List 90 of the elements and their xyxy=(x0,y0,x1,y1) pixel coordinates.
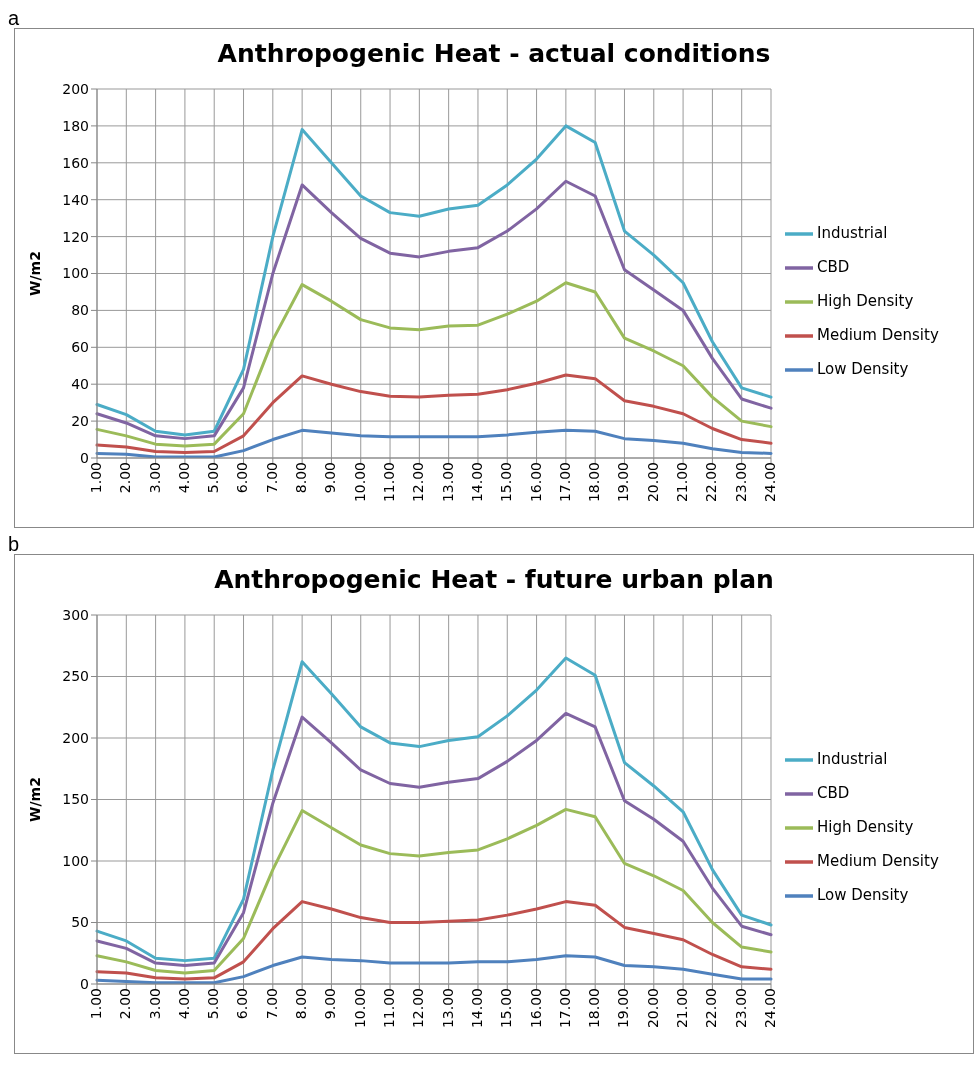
x-tick-label: 8.00 xyxy=(293,988,310,1020)
x-tick-label: 7.00 xyxy=(263,988,280,1020)
line-series xyxy=(95,373,773,454)
x-tick-label: 13.00 xyxy=(439,988,456,1029)
x-tick-label: 13.00 xyxy=(439,462,456,503)
chart-title: Anthropogenic Heat - future urban plan xyxy=(213,564,775,596)
x-tick-label: 14.00 xyxy=(468,988,485,1029)
x-tick-label: 3.00 xyxy=(146,988,163,1020)
y-axis-title: W/m2 xyxy=(26,251,43,296)
x-tick-label: 24.00 xyxy=(761,988,778,1029)
chart-title: Anthropogenic Heat - actual conditions xyxy=(216,38,772,70)
x-tick-label: 15.00 xyxy=(498,462,515,503)
y-tick-label: 0 xyxy=(80,449,89,466)
x-tick-label: 17.00 xyxy=(556,462,573,503)
x-tick-label: 11.00 xyxy=(380,988,397,1029)
x-tick-label: 16.00 xyxy=(527,988,544,1029)
x-tick-label: 7.00 xyxy=(263,462,280,494)
x-tick-label: 9.00 xyxy=(322,462,339,494)
x-tick-label: 3.00 xyxy=(146,462,163,494)
x-tick-label: 2.00 xyxy=(117,462,134,494)
y-tick-label: 0 xyxy=(80,975,89,992)
x-tick-label: 18.00 xyxy=(586,988,603,1029)
x-tick-label: 11.00 xyxy=(380,462,397,503)
x-tick-label: 12.00 xyxy=(410,462,427,503)
y-tick-label: 180 xyxy=(62,117,89,134)
x-tick-label: 18.00 xyxy=(586,462,603,503)
x-tick-label: 17.00 xyxy=(556,988,573,1029)
y-tick-label: 140 xyxy=(62,191,89,208)
line-series xyxy=(95,656,773,963)
legend-label: High Density xyxy=(817,818,914,836)
line-series xyxy=(95,807,773,975)
x-tick-label: 20.00 xyxy=(644,988,661,1029)
x-tick-label: 15.00 xyxy=(498,988,515,1029)
legend-label: Medium Density xyxy=(817,326,939,344)
text: a xyxy=(8,7,20,29)
x-tick-label: 20.00 xyxy=(644,462,661,503)
line-series xyxy=(95,281,773,448)
x-tick-label: 19.00 xyxy=(615,988,632,1029)
y-tick-label: 100 xyxy=(62,852,89,869)
legend-label: Medium Density xyxy=(817,852,939,870)
x-tick-label: 2.00 xyxy=(117,988,134,1020)
y-tick-label: 50 xyxy=(71,914,89,931)
x-tick-label: 9.00 xyxy=(322,988,339,1020)
legend-label: Low Density xyxy=(817,886,909,904)
x-tick-label: 21.00 xyxy=(674,462,691,503)
y-tick-label: 40 xyxy=(71,376,89,393)
x-tick-label: 22.00 xyxy=(703,988,720,1029)
x-tick-label: 10.00 xyxy=(351,988,368,1029)
x-tick-label: 4.00 xyxy=(175,462,192,494)
y-tick-label: 200 xyxy=(62,80,89,97)
legend-label: CBD xyxy=(817,258,850,276)
text: b xyxy=(8,533,20,555)
x-tick-label: 14.00 xyxy=(468,462,485,503)
x-tick-label: 23.00 xyxy=(732,462,749,503)
line-series xyxy=(95,711,773,968)
y-tick-label: 300 xyxy=(62,606,89,623)
x-tick-label: 8.00 xyxy=(293,462,310,494)
y-tick-label: 200 xyxy=(62,729,89,746)
x-tick-label: 23.00 xyxy=(732,988,749,1029)
line-series xyxy=(95,179,773,441)
y-tick-label: 20 xyxy=(71,413,89,430)
legend-label: High Density xyxy=(817,292,914,310)
x-tick-label: 5.00 xyxy=(205,462,222,494)
y-tick-label: 150 xyxy=(62,791,89,808)
line-series xyxy=(95,124,773,437)
x-tick-label: 19.00 xyxy=(615,462,632,503)
x-tick-label: 12.00 xyxy=(410,988,427,1029)
x-tick-label: 4.00 xyxy=(175,988,192,1020)
x-tick-label: 6.00 xyxy=(234,462,251,494)
y-axis-title: W/m2 xyxy=(26,777,43,822)
y-tick-label: 160 xyxy=(62,154,89,171)
x-tick-label: 5.00 xyxy=(205,988,222,1020)
x-tick-label: 10.00 xyxy=(351,462,368,503)
y-tick-label: 120 xyxy=(62,228,89,245)
x-tick-label: 21.00 xyxy=(674,988,691,1029)
x-tick-label: 16.00 xyxy=(527,462,544,503)
x-tick-label: 6.00 xyxy=(234,988,251,1020)
y-tick-label: 100 xyxy=(62,265,89,282)
x-tick-label: 1.00 xyxy=(87,462,104,494)
y-tick-label: 250 xyxy=(62,668,89,685)
legend-label: Low Density xyxy=(817,360,909,378)
y-tick-label: 60 xyxy=(71,339,89,356)
x-tick-label: 24.00 xyxy=(761,462,778,503)
x-tick-label: 1.00 xyxy=(87,988,104,1020)
line-series xyxy=(95,900,773,981)
x-tick-label: 22.00 xyxy=(703,462,720,503)
legend-label: Industrial xyxy=(817,750,888,768)
legend-label: Industrial xyxy=(817,224,888,242)
y-tick-label: 80 xyxy=(71,302,89,319)
legend-label: CBD xyxy=(817,784,850,802)
